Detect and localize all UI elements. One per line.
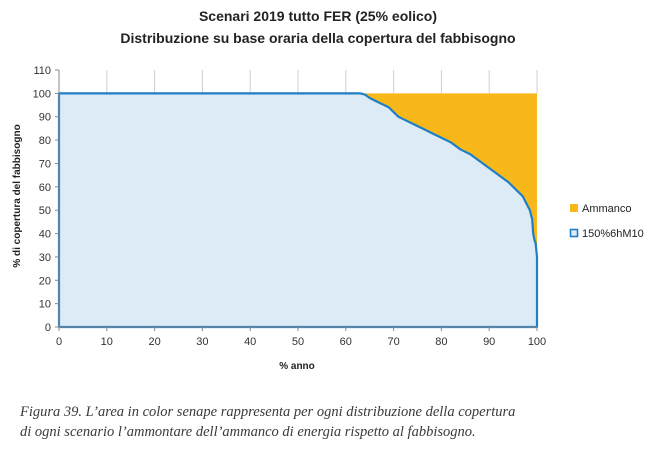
coverage-area: [59, 93, 537, 327]
y-tick-label: 10: [39, 299, 51, 311]
x-tick-label: 30: [196, 336, 208, 348]
y-tick-label: 70: [39, 158, 51, 170]
x-tick-label: 80: [435, 336, 447, 348]
y-tick-label: 50: [39, 205, 51, 217]
x-tick-label: 100: [528, 336, 546, 348]
y-axis-label: % di copertura del fabbisogno: [12, 124, 23, 267]
y-tick-label: 30: [39, 252, 51, 264]
x-tick-label: 0: [56, 336, 62, 348]
axes: [55, 69, 538, 331]
shortfall-area: [59, 93, 537, 327]
x-tick-label: 20: [148, 336, 160, 348]
x-tick-label: 90: [483, 336, 495, 348]
x-tick-label: 60: [340, 336, 352, 348]
x-axis-label: % anno: [279, 361, 315, 372]
y-tick-label: 80: [39, 135, 51, 147]
y-tick-label: 40: [39, 229, 51, 241]
chart-title-line-1: Scenari 2019 tutto FER (25% eolico): [199, 8, 437, 24]
y-tick-label: 100: [33, 88, 51, 100]
vertical-gridlines: [106, 70, 538, 94]
chart: Scenari 2019 tutto FER (25% eolico) Dist…: [12, 8, 644, 372]
x-tick-label: 40: [244, 336, 256, 348]
coverage-line: [57, 92, 539, 329]
y-tick-label: 60: [39, 182, 51, 194]
legend-swatch-coverage: [569, 228, 579, 238]
x-tick-label: 50: [292, 336, 304, 348]
legend-label-coverage: 150%6hM10: [582, 228, 644, 240]
caption-line-2: di ogni scenario l’ammontare dell’ammanc…: [20, 424, 476, 440]
figure-caption: Figura 39. L’area in color senape rappre…: [20, 402, 635, 442]
y-tick-label: 110: [33, 65, 51, 77]
caption-line-1: Figura 39. L’area in color senape rappre…: [20, 404, 516, 420]
chart-title-line-2: Distribuzione su base oraria della coper…: [120, 30, 515, 46]
plot-area: [57, 92, 539, 329]
legend-label-ammanco: Ammanco: [582, 203, 632, 215]
x-tick-label: 70: [387, 336, 399, 348]
x-tick-label: 10: [101, 336, 113, 348]
x-tick-labels: 0 10 20 30 40 50 60 70 80 90 100: [56, 336, 546, 348]
y-tick-labels: 0 10 20 30 40 50 60 70 80 90 100 110: [33, 65, 51, 334]
legend-swatch-ammanco: [570, 204, 578, 212]
y-tick-label: 90: [39, 112, 51, 124]
legend: Ammanco 150%6hM10: [569, 203, 644, 240]
y-tick-label: 20: [39, 275, 51, 287]
y-tick-label: 0: [45, 322, 51, 334]
